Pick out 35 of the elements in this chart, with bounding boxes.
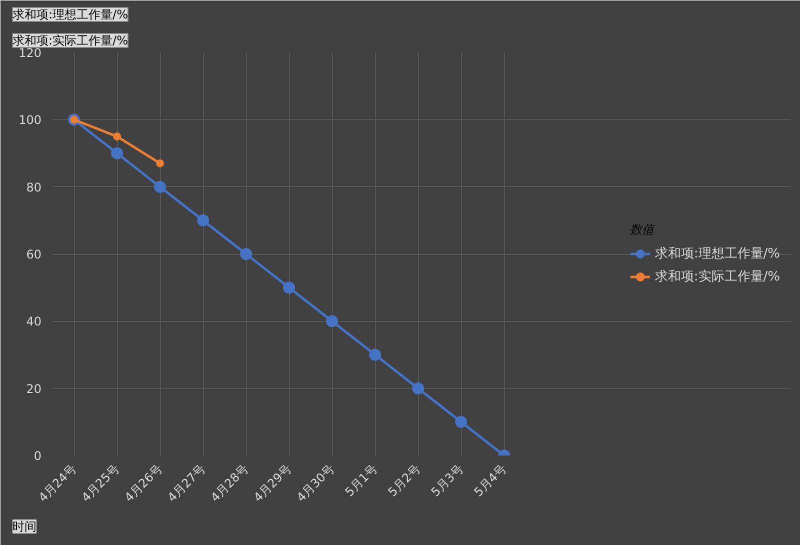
- x-tick-label: 4月28号: [208, 462, 251, 505]
- point: [369, 348, 382, 361]
- x-tick-label: 4月24号: [36, 462, 79, 505]
- point: [283, 282, 296, 294]
- point: [197, 214, 210, 226]
- x-tick-label: 4月30号: [294, 462, 337, 505]
- text: 求和项:实际工作量/%: [12, 34, 128, 48]
- point: [156, 159, 164, 168]
- y-tick-label: 0: [34, 449, 42, 463]
- legend-label: 求和项:理想工作量/%: [654, 245, 780, 262]
- x-tick-label: 4月26号: [122, 462, 165, 505]
- x-tick-label: 4月27号: [164, 462, 208, 505]
- x-tick-label: 5月3号: [428, 462, 466, 500]
- point: [111, 147, 124, 160]
- text: 求和项:理想工作量/%: [12, 8, 128, 22]
- y-tick-label: 20: [26, 382, 42, 396]
- x-tick-label: 4月25号: [78, 462, 122, 505]
- x-tick-label: 5月2号: [385, 462, 424, 500]
- x-tick-label: 4月29号: [250, 462, 294, 505]
- y-tick-label: 40: [26, 314, 42, 329]
- y-tick-label: 100: [18, 113, 42, 128]
- y-tick-label: 120: [18, 46, 42, 60]
- x-axis-title: 时间: [12, 520, 36, 534]
- point: [326, 315, 338, 328]
- legend-label: 求和项:实际工作量/%: [654, 268, 780, 285]
- legend-title: 数值: [630, 221, 656, 238]
- point: [240, 248, 252, 260]
- point: [113, 132, 122, 140]
- point: [412, 382, 424, 394]
- y-tick-label: 60: [26, 248, 42, 262]
- y-tick-label: 80: [26, 180, 42, 194]
- point: [154, 180, 166, 193]
- x-tick-label: 5月1号: [342, 462, 380, 500]
- point: [455, 416, 468, 428]
- x-tick-label: 5月4号: [471, 462, 510, 500]
